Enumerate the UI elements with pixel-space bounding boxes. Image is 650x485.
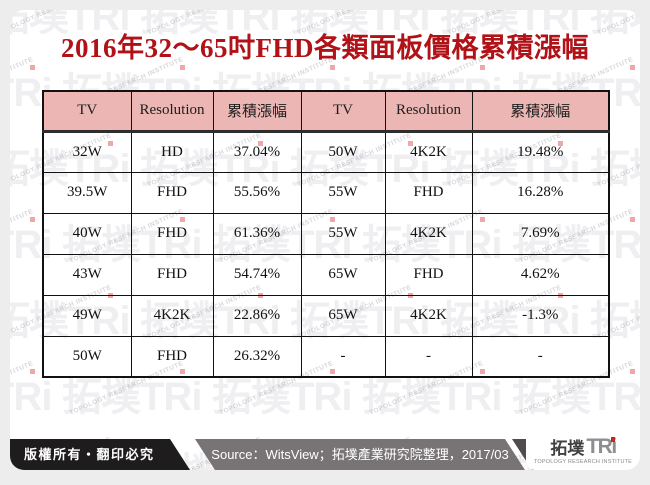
cell: 4K2K	[384, 294, 473, 337]
table-row: 32W HD 37.04% 50W 4K2K 19.48%	[42, 130, 610, 173]
cell: 50W	[42, 335, 132, 378]
cell: 65W	[300, 253, 386, 296]
logo-tri-text: TRi	[586, 434, 617, 458]
cell: -	[300, 335, 386, 378]
cell: FHD	[130, 253, 214, 296]
table-row: 49W 4K2K 22.86% 65W 4K2K -1.3%	[42, 294, 610, 337]
col-header-tv-1: TV	[42, 90, 132, 133]
logo-tri-letters: TRi	[586, 434, 617, 458]
cell: 55W	[300, 212, 386, 255]
cell: 26.32%	[212, 335, 302, 378]
watermark-red-dot-icon	[30, 65, 35, 70]
col-header-resolution-1: Resolution	[130, 90, 214, 133]
cell: 37.04%	[212, 130, 302, 173]
cell: 54.74%	[212, 253, 302, 296]
cell: 32W	[42, 130, 132, 173]
watermark-red-dot-icon	[630, 65, 635, 70]
cell: 49W	[42, 294, 132, 337]
col-header-gain-1: 累積漲幅	[212, 90, 302, 133]
cell: 50W	[300, 130, 386, 173]
col-header-resolution-2: Resolution	[384, 90, 473, 133]
watermark-red-dot-icon	[30, 369, 35, 374]
watermark-red-dot-icon	[180, 65, 185, 70]
cell: -	[384, 335, 473, 378]
cell: FHD	[130, 212, 214, 255]
cell: 65W	[300, 294, 386, 337]
source-ribbon: Source：WitsView；拓墣產業研究院整理，2017/03	[195, 439, 525, 470]
watermark-subtitle-text: TOPOLOGY RESEARCH INSTITUTE	[10, 207, 35, 265]
col-header-tv-2: TV	[300, 90, 386, 133]
table-header-row: TV Resolution 累積漲幅 TV Resolution 累積漲幅	[42, 90, 610, 133]
watermark-red-dot-icon	[480, 65, 485, 70]
company-logo: 拓墣 TRi TOPOLOGY RESEARCH INSTITUTE	[526, 430, 640, 470]
logo-red-dot-icon	[610, 437, 616, 442]
cell: 43W	[42, 253, 132, 296]
cell: 4.62%	[471, 253, 610, 296]
cell: 16.28%	[471, 171, 610, 214]
watermark-subtitle-text: TOPOLOGY RESEARCH INSTITUTE	[10, 359, 35, 417]
cell: FHD	[130, 171, 214, 214]
cell: -1.3%	[471, 294, 610, 337]
cell: 40W	[42, 212, 132, 255]
cell: 19.48%	[471, 130, 610, 173]
cell: 55W	[300, 171, 386, 214]
source-text: Source：WitsView；拓墣產業研究院整理，2017/03	[211, 447, 509, 462]
page-title: 2016年32～65吋FHD各類面板價格累積漲幅	[61, 33, 589, 63]
watermark-red-dot-icon	[630, 369, 635, 374]
table-row: 39.5W FHD 55.56% 55W FHD 16.28%	[42, 171, 610, 214]
cell: FHD	[384, 253, 473, 296]
cell: 61.36%	[212, 212, 302, 255]
logo-wordmark: 拓墣 TRi	[550, 434, 617, 458]
logo-cjk-text: 拓墣	[550, 438, 585, 458]
watermark-red-dot-icon	[330, 65, 335, 70]
col-header-gain-2: 累積漲幅	[471, 90, 610, 133]
cell: -	[471, 335, 610, 378]
cell: 4K2K	[384, 130, 473, 173]
cell: 55.56%	[212, 171, 302, 214]
table-row: 50W FHD 26.32% - - -	[42, 335, 610, 378]
panel-price-table: TV Resolution 累積漲幅 TV Resolution 累積漲幅 32…	[42, 90, 610, 378]
cell: 7.69%	[471, 212, 610, 255]
copyright-ribbon: 版權所有‧翻印必究	[10, 439, 190, 470]
cell: 4K2K	[384, 212, 473, 255]
cell: 22.86%	[212, 294, 302, 337]
cell: 39.5W	[42, 171, 132, 214]
watermark-red-dot-icon	[30, 217, 35, 222]
table-row: 43W FHD 54.74% 65W FHD 4.62%	[42, 253, 610, 296]
table-row: 40W FHD 61.36% 55W 4K2K 7.69%	[42, 212, 610, 255]
cell: HD	[130, 130, 214, 173]
cell: 4K2K	[130, 294, 214, 337]
cell: FHD	[384, 171, 473, 214]
logo-subtitle: TOPOLOGY RESEARCH INSTITUTE	[533, 458, 633, 465]
copyright-text: 版權所有‧翻印必究	[24, 447, 155, 462]
watermark-red-dot-icon	[630, 217, 635, 222]
cell: FHD	[130, 335, 214, 378]
